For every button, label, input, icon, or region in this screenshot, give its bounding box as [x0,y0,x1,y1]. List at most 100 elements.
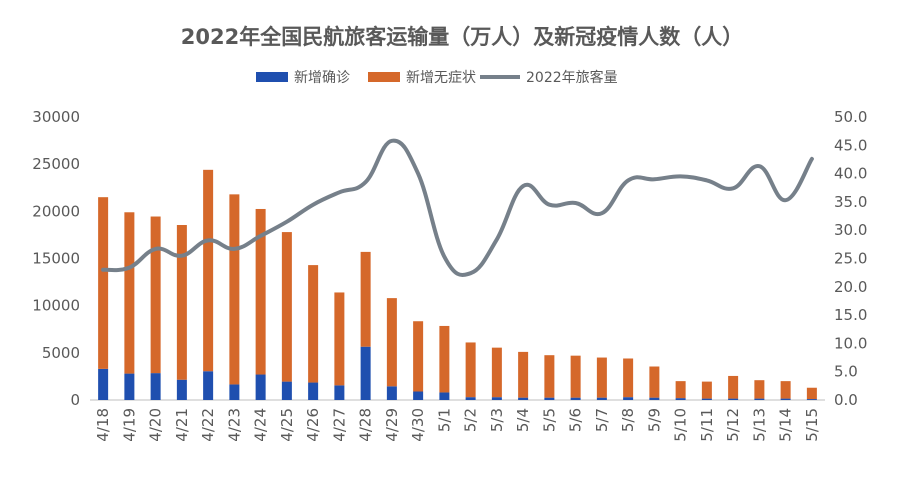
bar-confirmed [570,397,581,400]
bar-confirmed [544,397,555,400]
y-right-tick-label: 0.0 [834,391,858,409]
y-right-tick-label: 15.0 [834,306,867,324]
y-right-tick-label: 25.0 [834,250,867,268]
chart-title: 2022年全国民航旅客运输量（万人）及新冠疫情人数（人） [181,25,743,49]
bar-asymptomatic [649,366,660,398]
bar-confirmed [728,398,739,400]
bar-asymptomatic [150,216,161,374]
bar-asymptomatic [806,387,817,400]
bar-asymptomatic [360,251,371,347]
bar-asymptomatic [281,232,292,382]
bar-confirmed [176,379,187,400]
bar-asymptomatic [308,265,319,383]
legend-swatch-confirmed [256,72,288,82]
legend-label-passengers: 2022年旅客量 [526,69,618,86]
x-tick-label: 5/2 [462,408,480,432]
bar-confirmed [491,397,502,400]
bar-asymptomatic [98,197,109,369]
x-tick-label: 4/20 [147,408,165,442]
x-tick-label: 4/18 [94,408,112,442]
bar-confirmed [806,399,817,400]
x-tick-label: 5/8 [619,408,637,432]
bar-confirmed [701,398,712,400]
bar-confirmed [649,397,660,400]
x-tick-label: 4/28 [357,408,375,442]
bar-asymptomatic [675,381,686,399]
x-tick-label: 5/6 [567,408,585,432]
x-tick-label: 4/23 [225,408,243,442]
x-tick-label: 5/4 [514,408,532,432]
x-tick-label: 5/1 [435,408,453,432]
bar-confirmed [229,384,240,400]
y-right-tick-label: 35.0 [834,193,867,211]
bar-confirmed [281,381,292,400]
bar-asymptomatic [596,357,607,398]
x-tick-label: 5/7 [593,408,611,432]
bar-asymptomatic [754,380,765,399]
bar-confirmed [150,373,161,400]
x-tick-label: 4/26 [304,408,322,442]
x-tick-label: 4/30 [409,408,427,442]
bar-confirmed [596,397,607,400]
line-series [101,138,814,277]
x-tick-label: 5/9 [645,408,663,432]
legend-label-confirmed: 新增确诊 [294,70,350,86]
y-left-tick-label: 10000 [32,297,80,315]
bar-confirmed [465,397,476,400]
legend-swatch-asymptomatic [368,72,400,82]
bar-asymptomatic [176,225,187,380]
bar-asymptomatic [124,212,135,374]
x-tick-label: 5/10 [672,408,690,442]
bar-confirmed [675,398,686,400]
bar-confirmed [439,392,450,400]
bar-asymptomatic [728,375,739,399]
x-tick-label: 4/19 [120,408,138,442]
bar-confirmed [98,368,109,400]
y-left-tick-label: 15000 [32,250,80,268]
y-left-tick-label: 20000 [32,202,80,220]
bar-asymptomatic [439,325,450,393]
bar-asymptomatic [465,342,476,398]
bar-confirmed [754,398,765,400]
bar-asymptomatic [334,292,345,386]
bar-confirmed [308,382,319,400]
bar-confirmed [203,371,214,400]
bar-asymptomatic [570,355,581,398]
y-right-tick-label: 30.0 [834,221,867,239]
bar-confirmed [518,397,529,400]
x-tick-label: 5/15 [803,408,821,442]
x-tick-label: 5/12 [724,408,742,442]
legend: 新增确诊 新增无症状 2022年旅客量 [256,69,618,86]
bar-asymptomatic [491,347,502,398]
y-left-tick-label: 25000 [32,155,80,173]
axes: 0 5000 10000 15000 20000 25000 30000 0.0 5.0 10.0… [32,108,867,442]
bar-confirmed [124,373,135,400]
bar-confirmed [780,398,791,400]
bar-confirmed [255,374,266,400]
y-right-tick-label: 10.0 [834,334,867,352]
bar-confirmed [623,397,634,400]
x-tick-label: 5/13 [750,408,768,442]
bar-confirmed [334,385,345,400]
x-tick-label: 5/11 [698,408,716,442]
y-right-tick-label: 45.0 [834,136,867,154]
bar-asymptomatic [229,194,240,385]
x-tick-label: 4/29 [383,408,401,442]
y-left-tick-label: 0 [70,391,80,409]
y-left-tick-label: 5000 [42,344,80,362]
bar-confirmed [413,391,424,400]
bar-asymptomatic [701,381,712,399]
bar-asymptomatic [518,351,529,398]
bar-series [98,169,817,400]
line-passengers [101,138,814,277]
bar-asymptomatic [780,381,791,399]
x-tick-label: 5/3 [488,408,506,432]
bar-asymptomatic [413,321,424,392]
bar-asymptomatic [255,208,266,375]
x-tick-label: 5/14 [777,408,795,442]
x-tick-label: 4/27 [330,408,348,442]
bar-asymptomatic [544,355,555,398]
x-tick-label: 4/24 [252,408,270,442]
x-tick-label: 5/5 [540,408,558,432]
